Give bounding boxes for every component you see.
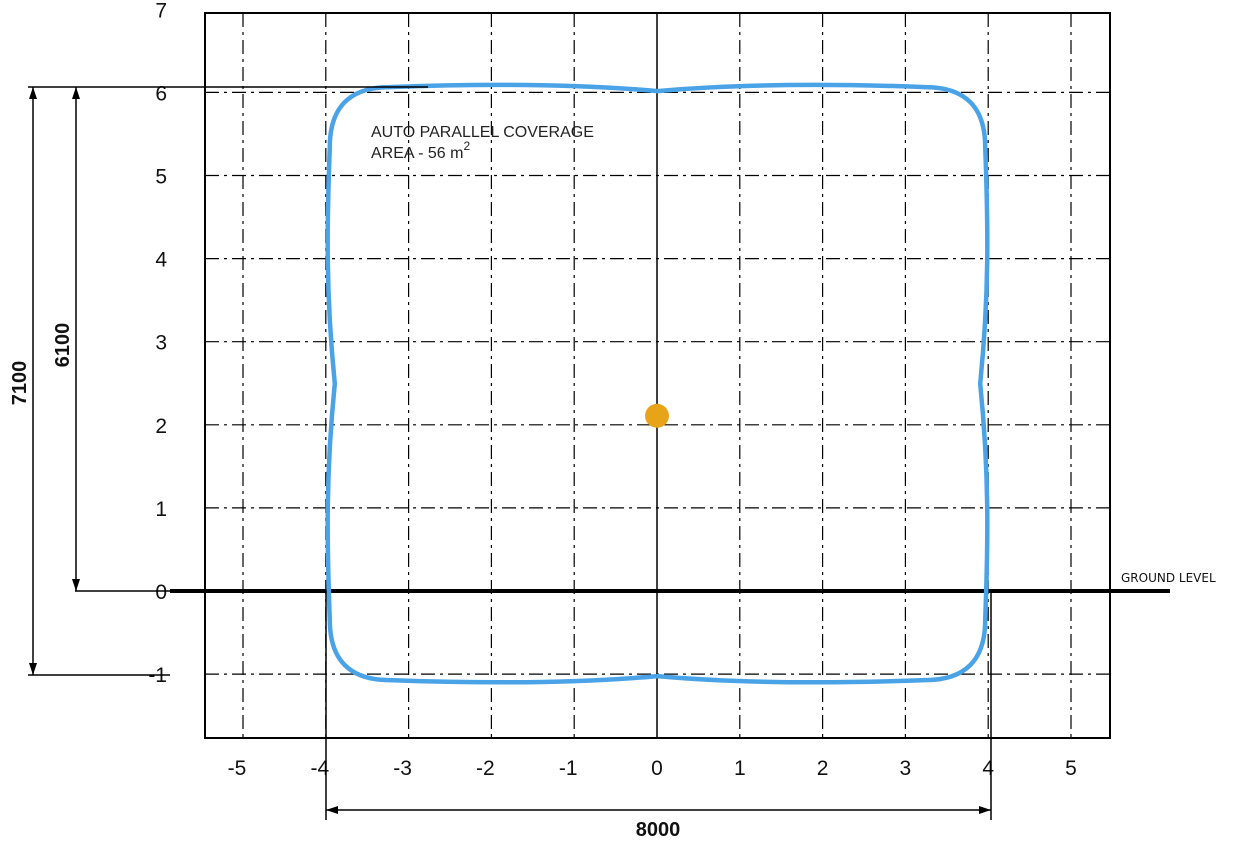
coverage-outline <box>325 82 990 685</box>
dimension-width-label: 8000 <box>636 819 681 841</box>
x-tick-label: 1 <box>734 757 746 780</box>
dimension-width: 8000 <box>325 591 992 841</box>
coverage-area-text: AREA - 56 m <box>371 145 463 162</box>
x-tick-labels: -5 -4 -3 -2 -1 0 1 2 3 4 5 <box>228 757 1077 780</box>
dimension-above-ground-height-label: 6100 <box>52 323 74 368</box>
x-tick-label: 5 <box>1065 757 1077 780</box>
y-tick-label: 1 <box>155 498 167 521</box>
x-tick-label: -2 <box>476 757 495 780</box>
dimension-above-ground-height: 6100 <box>52 87 80 591</box>
coverage-label-line2: AREA - 56 m2 <box>371 139 470 162</box>
y-tick-label: 0 <box>155 581 167 604</box>
x-tick-label: 0 <box>651 757 663 780</box>
x-tick-label: 3 <box>900 757 912 780</box>
x-tick-label: -4 <box>310 757 329 780</box>
y-tick-label: 6 <box>155 82 167 105</box>
y-tick-label: 7 <box>155 0 167 22</box>
dimension-total-height: 7100 <box>9 87 37 675</box>
x-tick-label: -1 <box>559 757 578 780</box>
sensor-position-dot <box>645 403 669 428</box>
y-tick-label: 2 <box>155 415 167 438</box>
x-tick-label: -5 <box>228 757 247 780</box>
x-tick-label: 2 <box>817 757 829 780</box>
y-tick-label: 3 <box>155 332 167 355</box>
x-tick-label: -3 <box>393 757 412 780</box>
y-tick-label: 5 <box>155 166 167 189</box>
dimension-total-height-label: 7100 <box>9 361 31 406</box>
y-tick-label: 4 <box>155 249 167 272</box>
coverage-label-line1: AUTO PARALLEL COVERAGE <box>371 124 594 141</box>
coverage-area-superscript: 2 <box>463 139 470 153</box>
x-tick-label: 4 <box>982 757 994 780</box>
ground-level-label: GROUND LEVEL <box>1121 571 1216 585</box>
